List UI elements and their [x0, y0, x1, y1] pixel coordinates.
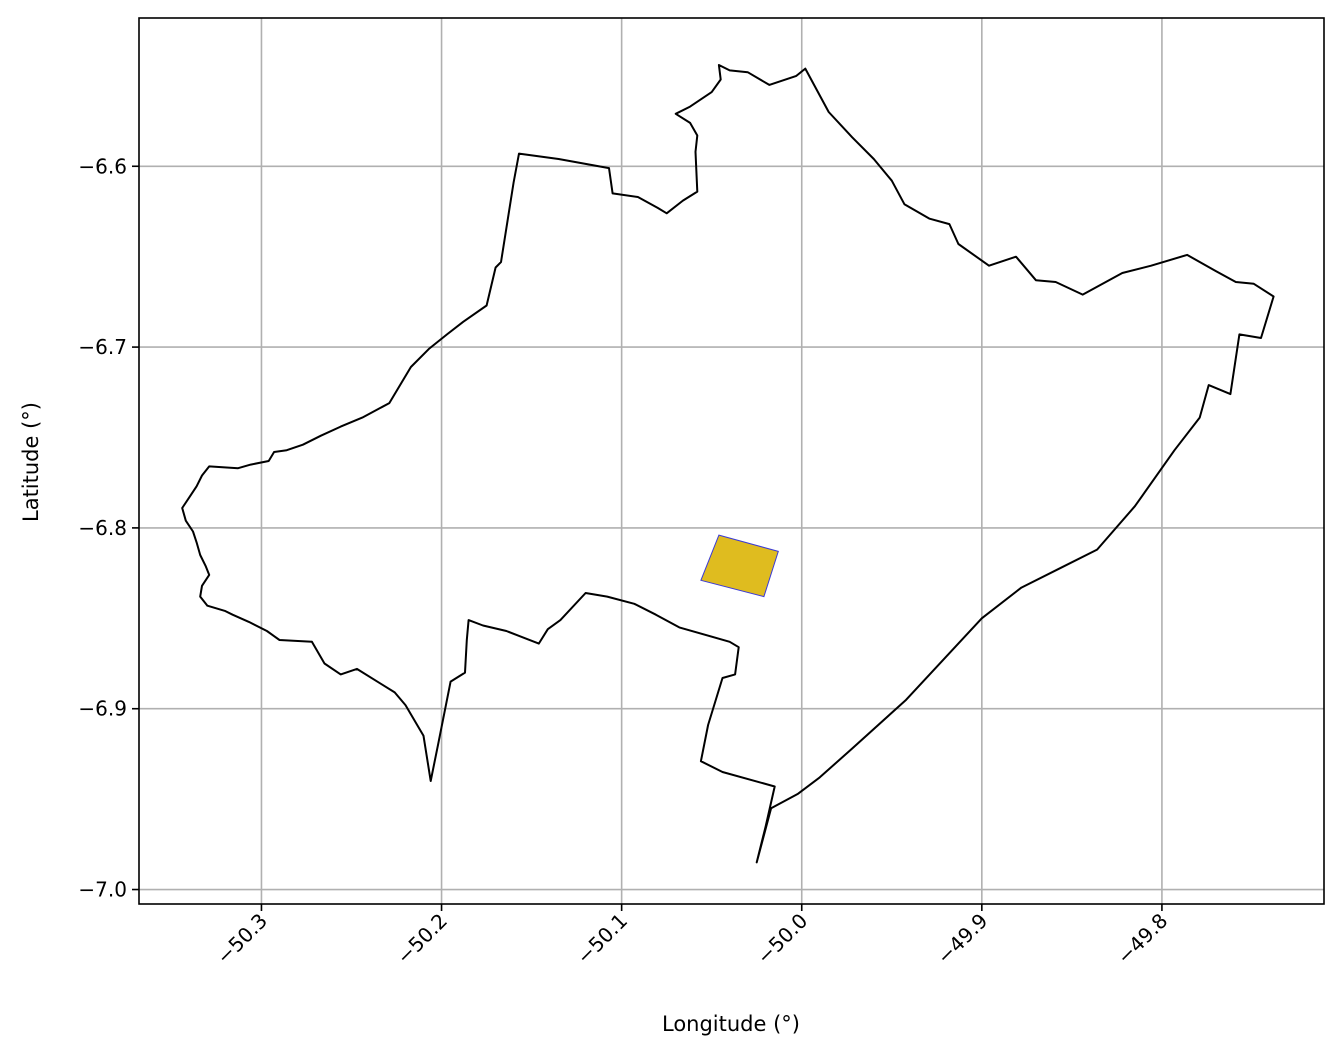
y-tick-label: −7.0 — [78, 878, 127, 902]
y-tick-label: −6.9 — [78, 697, 127, 721]
y-tick-label: −6.6 — [78, 154, 127, 178]
boundary-outline — [181, 64, 1275, 864]
map-data — [181, 64, 1275, 864]
y-tick-label: −6.7 — [78, 335, 127, 359]
y-axis-label: Latitude (°) — [19, 402, 43, 522]
x-axis-label: Longitude (°) — [662, 1012, 800, 1036]
grid-lines — [139, 18, 1324, 904]
y-tick-label: −6.8 — [78, 516, 127, 540]
plot-frame — [138, 17, 1325, 905]
highlight-region — [700, 534, 779, 598]
